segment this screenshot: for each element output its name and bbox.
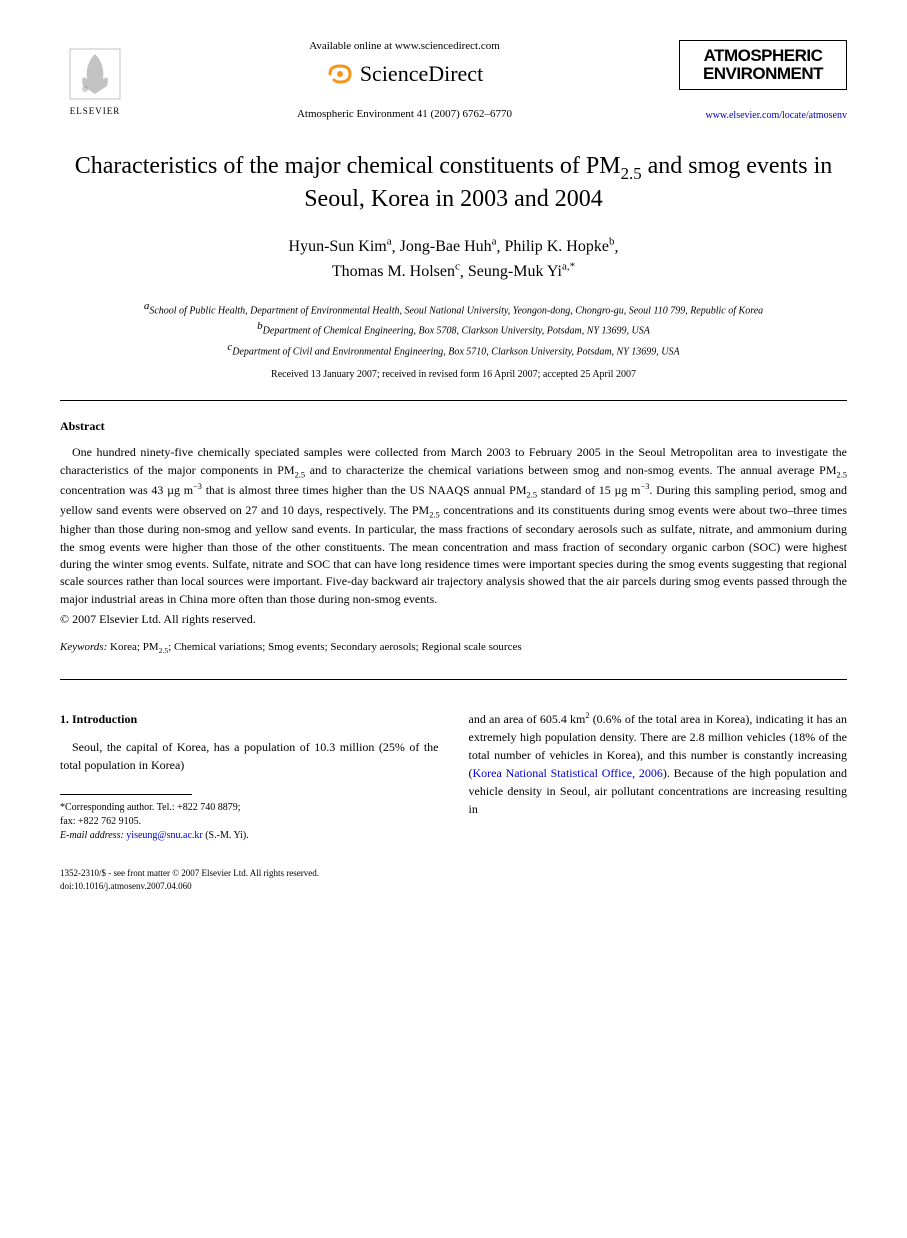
available-online-text: Available online at www.sciencedirect.co… <box>150 40 659 52</box>
author-5: Seung-Muk Yia,* <box>468 263 575 280</box>
corresponding-footnote: *Corresponding author. Tel.: +822 740 88… <box>60 801 439 843</box>
author-1: Hyun-Sun Kima <box>289 238 392 255</box>
footer-doi: doi:10.1016/j.atmosenv.2007.04.060 <box>60 880 847 893</box>
footnote-tel: *Corresponding author. Tel.: +822 740 88… <box>60 801 439 815</box>
page-footer: 1352-2310/$ - see front matter © 2007 El… <box>60 867 847 892</box>
elsevier-logo: ELSEVIER <box>60 40 130 120</box>
affiliation-b: bDepartment of Chemical Engineering, Box… <box>60 318 847 338</box>
journal-name-line2: ENVIRONMENT <box>688 65 838 83</box>
author-2: Jong-Bae Huha <box>400 238 497 255</box>
journal-name-box: ATMOSPHERIC ENVIRONMENT <box>679 40 847 90</box>
article-title: Characteristics of the major chemical co… <box>60 151 847 216</box>
abstract-heading: Abstract <box>60 419 847 434</box>
abstract-body: One hundred ninety-five chemically speci… <box>60 444 847 608</box>
footer-copyright: 1352-2310/$ - see front matter © 2007 El… <box>60 867 847 880</box>
divider-top <box>60 400 847 401</box>
sciencedirect-icon <box>326 60 354 88</box>
copyright-text: © 2007 Elsevier Ltd. All rights reserved… <box>60 612 847 627</box>
column-left: 1. Introduction Seoul, the capital of Ko… <box>60 710 439 843</box>
affiliation-c: cDepartment of Civil and Environmental E… <box>60 339 847 359</box>
sciencedirect-logo: ScienceDirect <box>326 60 483 88</box>
affiliations: aSchool of Public Health, Department of … <box>60 298 847 359</box>
keywords: Keywords: Korea; PM2.5; Chemical variati… <box>60 641 847 655</box>
journal-url[interactable]: www.elsevier.com/locate/atmosenv <box>679 110 847 121</box>
journal-block: ATMOSPHERIC ENVIRONMENT www.elsevier.com… <box>679 40 847 121</box>
author-4: Thomas M. Holsenc <box>332 263 460 280</box>
journal-name-line1: ATMOSPHERIC <box>688 47 838 65</box>
author-list: Hyun-Sun Kima, Jong-Bae Huha, Philip K. … <box>60 234 847 285</box>
intro-paragraph-left: Seoul, the capital of Korea, has a popul… <box>60 738 439 774</box>
publisher-name: ELSEVIER <box>70 106 121 116</box>
footnote-divider <box>60 794 192 795</box>
center-header: Available online at www.sciencedirect.co… <box>130 40 679 120</box>
elsevier-tree-icon <box>65 44 125 104</box>
keywords-text: Korea; PM2.5; Chemical variations; Smog … <box>107 641 521 653</box>
article-dates: Received 13 January 2007; received in re… <box>60 369 847 380</box>
footnote-email: E-mail address: yiseung@snu.ac.kr (S.-M.… <box>60 829 439 843</box>
header-row: ELSEVIER Available online at www.science… <box>60 40 847 121</box>
intro-paragraph-right: and an area of 605.4 km2 (0.6% of the to… <box>469 710 848 818</box>
section-1-heading: 1. Introduction <box>60 710 439 728</box>
citation-text: Atmospheric Environment 41 (2007) 6762–6… <box>150 108 659 120</box>
keywords-label: Keywords: <box>60 641 107 653</box>
divider-bottom <box>60 679 847 680</box>
author-3: Philip K. Hopkeb <box>505 238 615 255</box>
column-right: and an area of 605.4 km2 (0.6% of the to… <box>469 710 848 843</box>
affiliation-a: aSchool of Public Health, Department of … <box>60 298 847 318</box>
body-columns: 1. Introduction Seoul, the capital of Ko… <box>60 710 847 843</box>
footnote-fax: fax: +822 762 9105. <box>60 815 439 829</box>
sciencedirect-text: ScienceDirect <box>360 61 483 87</box>
